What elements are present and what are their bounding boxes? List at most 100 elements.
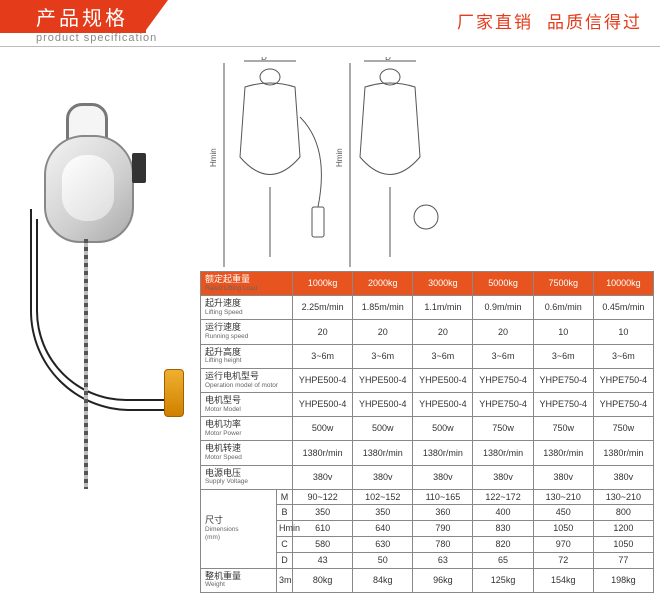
- cell: YHPE750-4: [593, 368, 653, 392]
- cell: 380v: [473, 465, 533, 489]
- cell: 0.45m/min: [593, 296, 653, 320]
- cell: YHPE500-4: [413, 368, 473, 392]
- th-capacity: 3000kg: [413, 272, 473, 296]
- dim-key: M: [277, 489, 293, 505]
- cell: 3~6m: [593, 344, 653, 368]
- dim-key: Hmin: [277, 521, 293, 537]
- cell: 970: [533, 537, 593, 553]
- cell: 780: [413, 537, 473, 553]
- cell: 130~210: [593, 489, 653, 505]
- row-label: 电机功率Motor Power: [201, 417, 293, 441]
- cell: 610: [293, 521, 353, 537]
- slogan-1: 厂家直销: [457, 13, 533, 32]
- cell: 10: [593, 320, 653, 344]
- th-capacity: 7500kg: [533, 272, 593, 296]
- cell: 3~6m: [413, 344, 473, 368]
- cell: YHPE750-4: [533, 392, 593, 416]
- cell: 3~6m: [353, 344, 413, 368]
- cell: 154kg: [533, 568, 593, 592]
- cell: 1380r/min: [293, 441, 353, 465]
- cell: 96kg: [413, 568, 473, 592]
- row-label: 起升高度Lifting height: [201, 344, 293, 368]
- cell: 102~152: [353, 489, 413, 505]
- title-cn: 产品规格: [0, 0, 146, 33]
- slogan-2: 品质信得过: [547, 13, 642, 32]
- cell: 400: [473, 505, 533, 521]
- cell: 380v: [593, 465, 653, 489]
- cell: 20: [353, 320, 413, 344]
- row-label: 起升速度Lifting Speed: [201, 296, 293, 320]
- cell: 50: [353, 552, 413, 568]
- cell: 63: [413, 552, 473, 568]
- cell: 1050: [593, 537, 653, 553]
- cell: 640: [353, 521, 413, 537]
- cell: 10: [533, 320, 593, 344]
- cell: 350: [293, 505, 353, 521]
- th-capacity: 10000kg: [593, 272, 653, 296]
- section-title: 产品规格 product specification: [0, 0, 157, 44]
- cell: YHPE750-4: [593, 392, 653, 416]
- cell: 2.25m/min: [293, 296, 353, 320]
- cell: 360: [413, 505, 473, 521]
- cell: 750w: [533, 417, 593, 441]
- cell: YHPE500-4: [353, 368, 413, 392]
- cell: 790: [413, 521, 473, 537]
- cell: 1200: [593, 521, 653, 537]
- cell: 1380r/min: [533, 441, 593, 465]
- cell: 80kg: [293, 568, 353, 592]
- cell: YHPE500-4: [353, 392, 413, 416]
- cell: 3~6m: [293, 344, 353, 368]
- row-dimensions: 尺寸Dimensions(mm): [201, 489, 277, 568]
- dim-key: B: [277, 505, 293, 521]
- cell: 20: [413, 320, 473, 344]
- svg-text:Hmin: Hmin: [335, 148, 344, 167]
- svg-text:D: D: [385, 57, 391, 62]
- cell: 43: [293, 552, 353, 568]
- cell: 198kg: [593, 568, 653, 592]
- weight-key: 3m: [277, 568, 293, 592]
- cell: YHPE500-4: [413, 392, 473, 416]
- cell: 500w: [413, 417, 473, 441]
- cell: 90~122: [293, 489, 353, 505]
- cell: 630: [353, 537, 413, 553]
- cell: 1380r/min: [413, 441, 473, 465]
- cell: 830: [473, 521, 533, 537]
- product-photo: [6, 109, 186, 499]
- cell: 380v: [293, 465, 353, 489]
- spec-table: 额定起重量Rated Lifting Load1000kg2000kg3000k…: [200, 271, 654, 593]
- cell: 72: [533, 552, 593, 568]
- cell: 350: [353, 505, 413, 521]
- cell: 1380r/min: [593, 441, 653, 465]
- cell: 3~6m: [473, 344, 533, 368]
- dimension-diagram: D D Hmin Hmin: [200, 57, 460, 275]
- th-capacity: 1000kg: [293, 272, 353, 296]
- row-label: 电源电压Supply Voltage: [201, 465, 293, 489]
- cell: YHPE500-4: [293, 368, 353, 392]
- th-capacity: 5000kg: [473, 272, 533, 296]
- cell: 3~6m: [533, 344, 593, 368]
- cell: 750w: [593, 417, 653, 441]
- cell: 1.85m/min: [353, 296, 413, 320]
- cell: 130~210: [533, 489, 593, 505]
- cell: 380v: [353, 465, 413, 489]
- cell: 125kg: [473, 568, 533, 592]
- cell: 380v: [413, 465, 473, 489]
- cell: 380v: [533, 465, 593, 489]
- cell: 77: [593, 552, 653, 568]
- cell: 1050: [533, 521, 593, 537]
- cell: 1380r/min: [353, 441, 413, 465]
- cell: 500w: [353, 417, 413, 441]
- cell: 1380r/min: [473, 441, 533, 465]
- cell: 65: [473, 552, 533, 568]
- th-load: 额定起重量Rated Lifting Load: [201, 272, 293, 296]
- th-capacity: 2000kg: [353, 272, 413, 296]
- cell: 122~172: [473, 489, 533, 505]
- svg-text:Hmin: Hmin: [209, 148, 218, 167]
- dim-key: C: [277, 537, 293, 553]
- cell: 20: [293, 320, 353, 344]
- svg-text:D: D: [261, 57, 267, 62]
- row-label: 运行速度Running speed: [201, 320, 293, 344]
- cell: YHPE750-4: [533, 368, 593, 392]
- cell: 820: [473, 537, 533, 553]
- cell: 800: [593, 505, 653, 521]
